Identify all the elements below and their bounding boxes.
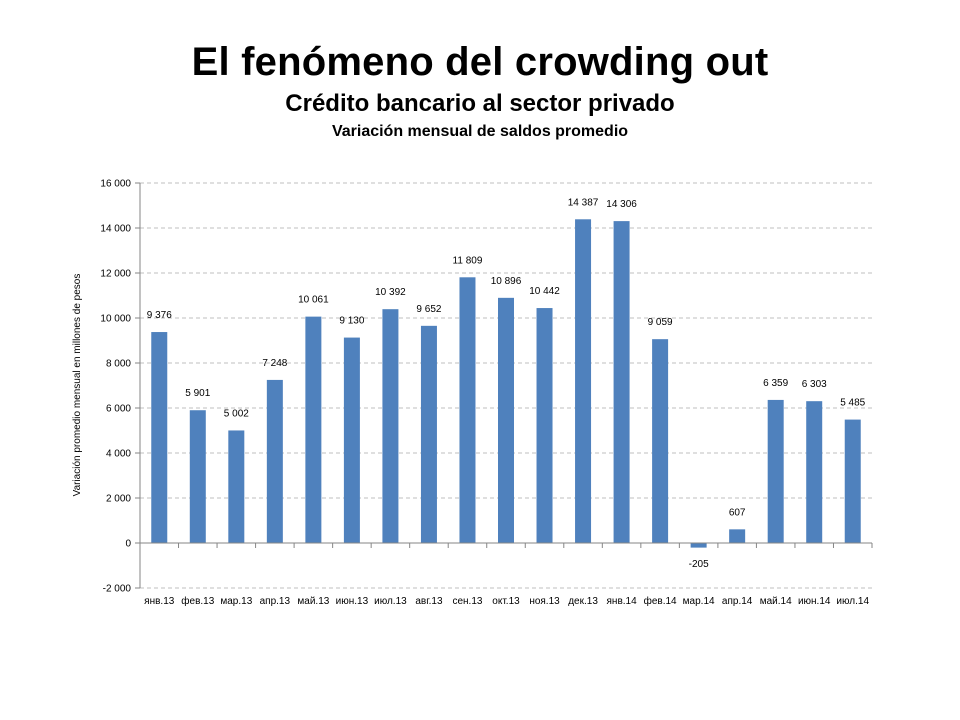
y-tick-label: -2 000 [103, 584, 132, 595]
x-tick-label: апр.13 [260, 596, 291, 607]
y-axis-title: Variación promedio mensual en millones d… [72, 274, 83, 497]
bar [382, 309, 399, 543]
data-label: 14 387 [568, 197, 599, 208]
x-tick-label: окт.13 [492, 596, 520, 607]
bar [343, 337, 360, 543]
bar [652, 339, 669, 543]
bar [806, 401, 823, 543]
bar [613, 221, 630, 544]
y-tick-label: 2 000 [106, 494, 131, 505]
data-label: 11 809 [453, 255, 483, 266]
x-tick-label: фев.13 [181, 595, 214, 607]
data-label: 5 901 [185, 388, 210, 399]
bar [498, 297, 514, 543]
data-label: 10 392 [375, 287, 406, 298]
data-label: 10 061 [298, 295, 329, 306]
y-tick-label: 6 000 [106, 404, 131, 415]
data-label: 5 002 [224, 408, 249, 419]
bar [266, 379, 283, 543]
x-tick-label: ноя.13 [529, 596, 560, 607]
data-label: 9 130 [339, 316, 364, 327]
data-label: 6 359 [763, 378, 788, 389]
data-label: 6 303 [802, 379, 827, 390]
bar [767, 399, 784, 543]
bar [151, 332, 168, 543]
bar [690, 543, 707, 548]
x-tick-label: май.14 [760, 596, 792, 607]
x-tick-label: мар.13 [220, 596, 252, 607]
y-tick-label: 10 000 [100, 314, 131, 325]
y-tick-label: 4 000 [106, 449, 131, 460]
bar [575, 219, 592, 544]
x-tick-label: мар.14 [683, 596, 715, 607]
chart-subtitle: Variación mensual de saldos promedio [331, 123, 629, 140]
bar [305, 316, 322, 543]
data-label: 9 059 [648, 317, 673, 328]
data-label: 14 306 [606, 199, 637, 210]
data-label: 607 [729, 507, 746, 518]
bars [151, 219, 861, 548]
data-label: -205 [689, 559, 709, 570]
bar [729, 529, 746, 543]
x-tick-label: июл.13 [374, 596, 407, 607]
bar [536, 308, 553, 543]
bar [189, 410, 206, 543]
slide-title: El fenómeno del crowding out [191, 40, 769, 84]
y-tick-label: 12 000 [100, 269, 131, 280]
data-label: 7 248 [262, 358, 287, 369]
bar [844, 419, 861, 543]
slide-subtitle: Crédito bancario al sector privado [285, 90, 675, 117]
y-tick-label: 14 000 [100, 224, 131, 235]
data-label: 9 376 [147, 310, 172, 321]
x-tick-label: янв.14 [607, 596, 638, 607]
x-tick-label: июн.14 [798, 596, 831, 607]
y-tick-label: 8 000 [106, 359, 131, 370]
axes: -2 000 0 2 000 4 000 6 000 8 000 10 000 12 000 1… [100, 179, 873, 607]
data-label: 9 652 [416, 304, 441, 315]
bar [228, 430, 245, 543]
data-label: 10 896 [491, 276, 522, 287]
bar [420, 325, 437, 543]
x-tick-label: янв.13 [144, 596, 175, 607]
x-tick-label: авг.13 [415, 596, 443, 607]
bar [459, 277, 476, 543]
x-tick-label: апр.14 [722, 596, 753, 607]
data-labels: 9 376 5 901 5 002 7 248 10 061 9 130 10 392 9 6… [147, 197, 866, 570]
data-label: 10 442 [529, 286, 560, 297]
x-tick-label: фев.14 [644, 595, 677, 607]
y-tick-label: 0 [125, 539, 131, 550]
x-tick-label: сен.13 [452, 596, 482, 607]
x-tick-label: май.13 [297, 596, 329, 607]
y-tick-label: 16 000 [100, 179, 131, 190]
x-tick-label: дек.13 [568, 596, 598, 607]
x-tick-label: июн.13 [336, 596, 369, 607]
x-tick-label: июл.14 [836, 596, 869, 607]
data-label: 5 485 [840, 398, 865, 409]
